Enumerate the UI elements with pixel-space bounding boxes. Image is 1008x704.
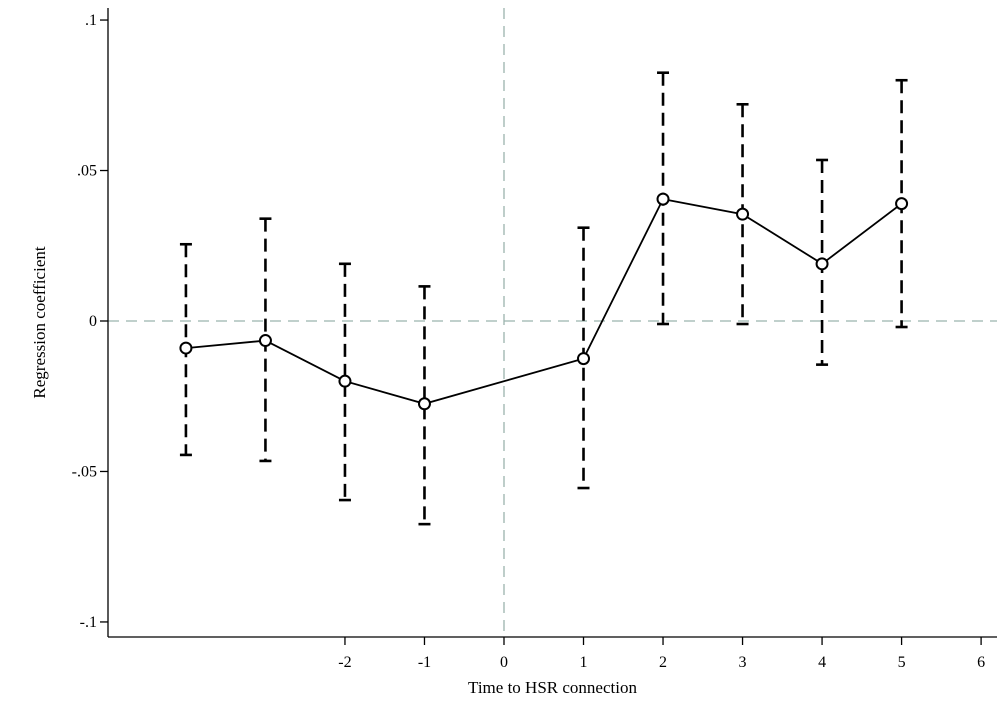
y-tick-label: .1: [85, 12, 97, 29]
y-tick-label: -.1: [80, 614, 97, 631]
data-point: [656, 192, 670, 206]
x-tick-label: 1: [580, 654, 588, 671]
y-axis-title: Regression coefficient: [30, 246, 49, 398]
data-point: [895, 197, 909, 211]
axes: [107, 8, 997, 638]
data-point: [338, 374, 352, 388]
x-tick-label: -2: [338, 654, 351, 671]
y-axis-ticks: .1 .05 0 -.05 -.1: [72, 12, 108, 631]
y-tick-label: .05: [77, 163, 97, 180]
series-line-group: [185, 198, 903, 405]
x-tick-label: 4: [818, 654, 826, 671]
series-line: [185, 198, 903, 405]
data-point: [577, 352, 591, 366]
plot-area: .1 .05 0 -.05 -.1 -2 -1 0 1 2 3 4 5 6: [72, 8, 997, 671]
error-bars: [179, 71, 908, 526]
x-tick-label: 5: [898, 654, 906, 671]
data-point: [815, 257, 829, 271]
y-tick-label: 0: [89, 313, 97, 330]
x-tick-label: 0: [500, 654, 508, 671]
x-axis-ticks: -2 -1 0 1 2 3 4 5 6: [338, 637, 985, 671]
data-points: [179, 192, 909, 411]
x-tick-label: -1: [418, 654, 431, 671]
data-point: [417, 397, 431, 411]
x-tick-label: 6: [977, 654, 985, 671]
y-tick-label: -.05: [72, 463, 97, 480]
x-tick-label: 3: [739, 654, 747, 671]
data-point: [258, 334, 272, 348]
data-point: [179, 341, 193, 355]
x-tick-label: 2: [659, 654, 667, 671]
data-point: [736, 207, 750, 221]
reference-lines: [108, 8, 997, 637]
x-axis-title: Time to HSR connection: [468, 678, 637, 697]
